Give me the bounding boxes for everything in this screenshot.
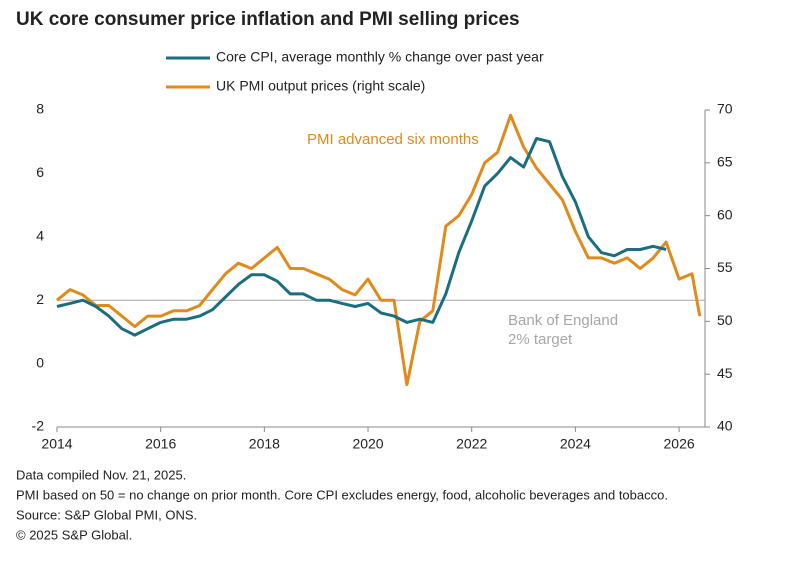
y-tick-label: 2 bbox=[36, 291, 44, 307]
y2-tick-label: 40 bbox=[717, 418, 733, 434]
x-tick-label: 2014 bbox=[41, 436, 72, 452]
x-tick-label: 2026 bbox=[664, 436, 695, 452]
footnote: © 2025 S&P Global. bbox=[16, 527, 132, 542]
legend-label: Core CPI, average monthly % change over … bbox=[216, 49, 544, 65]
x-tick-label: 2016 bbox=[145, 436, 176, 452]
x-tick-label: 2018 bbox=[249, 436, 280, 452]
y-tick-label: 6 bbox=[36, 164, 44, 180]
series-line bbox=[56, 137, 667, 337]
y-tick-label: 4 bbox=[36, 228, 44, 244]
y2-tick-label: 50 bbox=[717, 312, 733, 328]
x-tick-label: 2020 bbox=[352, 436, 383, 452]
footnote: Data compiled Nov. 21, 2025. bbox=[16, 467, 186, 482]
y-tick-label: 8 bbox=[36, 101, 44, 117]
y-tick-label: 0 bbox=[36, 354, 44, 370]
footnote: PMI based on 50 = no change on prior mon… bbox=[16, 487, 668, 502]
series-line bbox=[56, 113, 702, 387]
y2-tick-label: 70 bbox=[717, 101, 733, 117]
y2-tick-label: 55 bbox=[717, 259, 733, 275]
y2-tick-label: 60 bbox=[717, 206, 733, 222]
y-tick-label: -2 bbox=[32, 418, 45, 434]
x-tick-label: 2022 bbox=[456, 436, 487, 452]
reference-label: Bank of England bbox=[508, 312, 618, 329]
footnote: Source: S&P Global PMI, ONS. bbox=[16, 507, 197, 522]
chart-title: UK core consumer price inflation and PMI… bbox=[16, 9, 520, 30]
reference-label: 2% target bbox=[508, 331, 573, 348]
annotation: PMI advanced six months bbox=[307, 131, 479, 148]
x-tick-label: 2024 bbox=[560, 436, 591, 452]
legend-label: UK PMI output prices (right scale) bbox=[216, 78, 425, 94]
y2-tick-label: 65 bbox=[717, 154, 733, 170]
y2-tick-label: 45 bbox=[717, 365, 733, 381]
